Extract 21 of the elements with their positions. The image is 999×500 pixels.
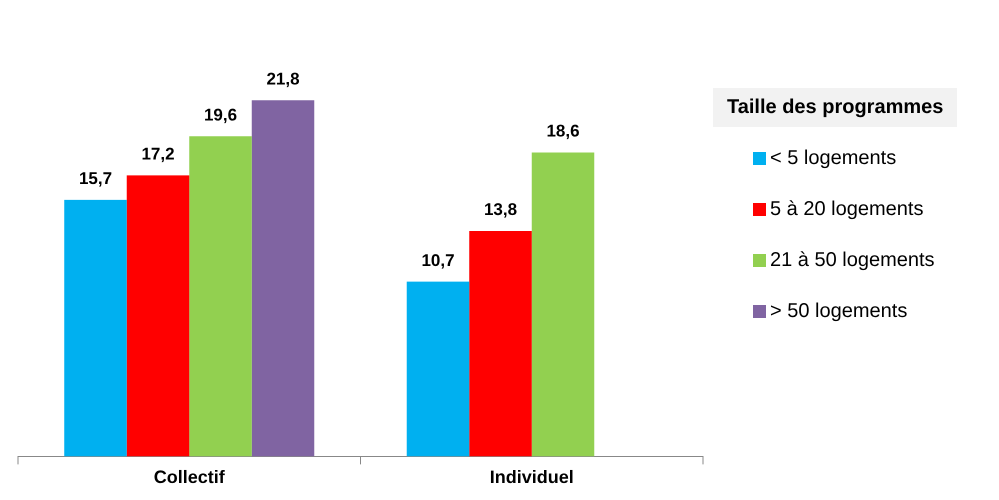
legend-label: > 50 logements (770, 300, 908, 323)
data-label: 17,2 (141, 144, 175, 164)
data-label: 10,7 (421, 250, 455, 270)
bar (406, 282, 470, 456)
bar (64, 200, 127, 456)
legend-label: < 5 logements (770, 147, 896, 170)
data-label: 18,6 (546, 122, 580, 141)
bar (469, 230, 532, 456)
bar (126, 175, 190, 456)
x-tick-label: Individuel (490, 467, 574, 488)
data-label: 13,8 (484, 200, 518, 220)
bar (532, 152, 594, 456)
data-label: 15,7 (78, 169, 112, 188)
legend-title: Taille des programmes (713, 88, 958, 127)
x-tick-label: Collectif (154, 467, 226, 488)
legend-label: 5 à 20 logements (770, 198, 924, 221)
bar (189, 136, 252, 456)
data-label: 19,6 (204, 105, 238, 124)
data-label: 21,8 (266, 69, 300, 88)
legend-label: 21 à 50 logements (770, 249, 935, 272)
bar (252, 100, 314, 456)
